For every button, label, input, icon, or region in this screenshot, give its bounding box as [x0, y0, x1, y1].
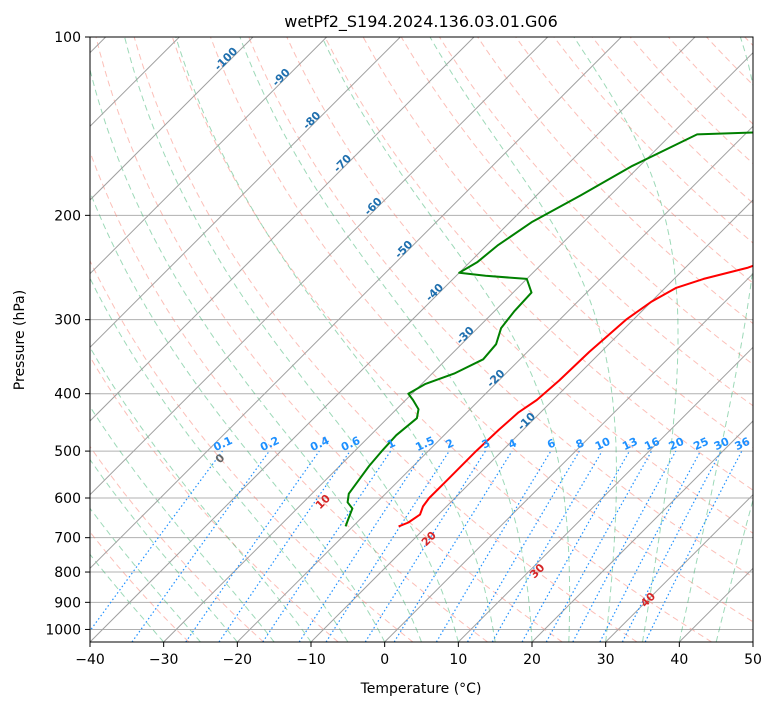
mixing-ratio-label: 20	[667, 435, 687, 453]
dewpoint-curve	[344, 131, 753, 527]
dry-adiabat	[477, 37, 753, 325]
plot-area	[90, 37, 753, 642]
y-tick-label: 700	[54, 531, 81, 547]
isotherm	[384, 272, 753, 642]
mixing-ratio-line	[466, 450, 580, 642]
dry-adiabat	[400, 37, 753, 407]
mixing-ratio-line	[90, 450, 223, 632]
isotherm	[163, 51, 753, 642]
x-tick-label: 40	[670, 652, 688, 668]
mixing-ratio-line	[364, 450, 486, 642]
isotherm	[90, 37, 328, 275]
dry-adiabat	[95, 37, 563, 642]
y-tick-label: 1000	[45, 622, 81, 638]
sounding-curves	[344, 131, 753, 528]
isotherm	[531, 420, 753, 642]
isotherm	[90, 37, 401, 349]
mixing-ratio-label: 10	[593, 435, 613, 453]
moist-adiabat	[573, 37, 679, 642]
x-tick-label: 20	[523, 652, 541, 668]
moist-adiabat	[90, 67, 422, 642]
dry-adiabat	[248, 37, 753, 578]
y-tick-label: 900	[54, 595, 81, 611]
mixing-ratio-line	[393, 450, 513, 642]
isotherm	[90, 37, 475, 422]
moist-adiabat	[90, 458, 238, 642]
moist-adiabat	[429, 37, 617, 642]
y-tick-label: 600	[54, 491, 81, 507]
x-tick-label: 50	[744, 652, 762, 668]
mixing-ratio-line	[521, 450, 631, 642]
dry-adiabat	[90, 445, 264, 642]
mixing-ratio-line	[218, 450, 351, 642]
isotherm	[605, 493, 753, 642]
isotherm	[90, 37, 549, 496]
y-tick-label: 100	[54, 30, 81, 46]
mixing-ratio-label: 16	[642, 435, 662, 453]
mixing-ratio-label: 36	[733, 435, 753, 453]
isotherm	[90, 37, 254, 201]
dry-adiabats	[90, 37, 753, 642]
moist-adiabat	[90, 405, 275, 642]
dry-adiabat	[324, 37, 753, 491]
isotherms	[90, 37, 753, 642]
temperature-curve	[398, 264, 753, 528]
y-axis-label: Pressure (hPa)	[12, 290, 28, 390]
x-tick-label: −40	[75, 652, 105, 668]
moist-adiabat	[90, 277, 349, 642]
x-tick-label: 10	[449, 652, 467, 668]
mixing-ratio-label: 25	[691, 435, 710, 453]
isotherm	[90, 37, 696, 642]
moist-adiabat	[678, 37, 753, 642]
moist-adiabat	[90, 190, 386, 642]
x-tick-label: −30	[149, 652, 179, 668]
x-tick-label: −10	[296, 652, 326, 668]
plot-frame	[89, 36, 754, 643]
mixing-ratio-line	[325, 450, 450, 642]
mixing-ratio-label: 30	[712, 435, 732, 453]
moist-adiabat	[175, 37, 496, 642]
isotherm	[236, 125, 753, 642]
x-tick-label: −20	[223, 652, 253, 668]
mixing-ratio-line	[491, 450, 603, 642]
mixing-ratio-label: 13	[620, 435, 639, 453]
mixing-ratio-line	[572, 450, 677, 642]
x-tick-label: 30	[597, 652, 615, 668]
moist-adiabat	[239, 37, 533, 642]
y-tick-label: 500	[54, 444, 81, 460]
y-tick-label: 300	[54, 313, 81, 329]
isotherm	[457, 346, 753, 642]
mixing-ratio-lines	[90, 450, 743, 642]
dry-adiabat	[591, 37, 753, 204]
isotherm	[310, 199, 753, 642]
mixing-ratio-line	[131, 450, 270, 642]
y-tick-label: 400	[54, 387, 81, 403]
dry-adiabat	[210, 37, 753, 623]
y-tick-label: 200	[54, 208, 81, 224]
mixing-ratio-line	[435, 450, 552, 642]
isotherm	[90, 37, 622, 570]
y-tick-label: 800	[54, 565, 81, 581]
dry-adiabat	[133, 37, 638, 642]
moist-adiabat	[321, 37, 571, 642]
moist-adiabat	[124, 37, 459, 642]
dry-adiabat	[515, 37, 753, 284]
moist-adiabat	[715, 498, 753, 642]
dry-adiabat	[171, 37, 712, 642]
dry-adiabat	[90, 259, 414, 642]
chart-title: wetPf2_S194.2024.136.03.01.G06	[284, 12, 558, 32]
x-axis-label: Temperature (°C)	[360, 681, 482, 697]
moist-adiabat	[90, 507, 201, 642]
dry-adiabat	[629, 37, 753, 165]
axes: −40 −30 −20 −10 0 10 20 30 40 50 100 200 300 400 500 60…	[45, 30, 762, 668]
mixing-ratio-line	[185, 450, 320, 642]
mixing-ratio-line	[545, 450, 653, 642]
x-tick-label: 0	[380, 652, 389, 668]
moist-adiabat	[90, 553, 165, 642]
